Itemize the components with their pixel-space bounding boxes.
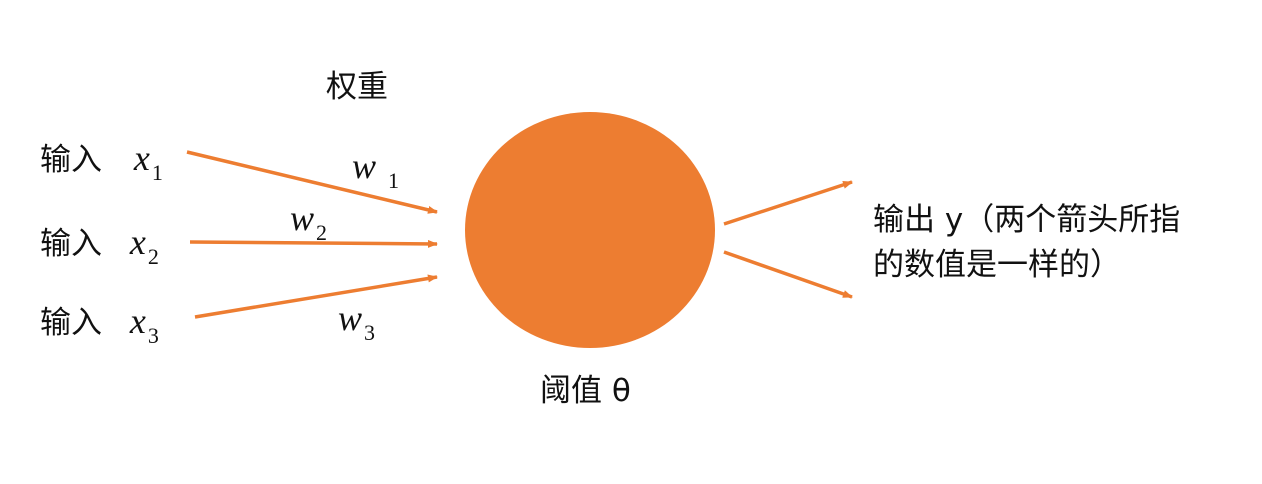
weights-title: 权重 — [326, 69, 388, 105]
input-1-sub: 1 — [151, 160, 163, 185]
neuron-threshold-label: 阈值 θ — [540, 373, 631, 409]
weight-3-var: w — [338, 298, 363, 338]
input-arrow-3 — [194, 274, 438, 319]
input-1: 输入 x1 — [40, 138, 163, 184]
neuron-circle — [465, 112, 715, 348]
weight-3-sub: 3 — [364, 320, 376, 345]
output-arrow-lower — [723, 250, 853, 299]
input-3-sub: 3 — [147, 323, 159, 348]
input-3-var: x — [129, 301, 146, 341]
input-2-label: 输入 — [40, 226, 102, 262]
input-arrow-1 — [186, 150, 438, 214]
input-2: 输入 x2 — [40, 222, 159, 268]
weight-3: w3 — [338, 298, 375, 344]
output-label-line2: 的数值是一样的） — [873, 247, 1121, 283]
output-label-line1: 输出 y（两个箭头所指 — [873, 202, 1181, 238]
input-3-label: 输入 — [40, 305, 102, 341]
input-3: 输入 x3 — [40, 301, 159, 347]
weight-1-var: w — [352, 146, 377, 186]
input-2-var: x — [129, 222, 146, 262]
weight-2-sub: 2 — [316, 220, 328, 245]
weight-2-var: w — [290, 198, 315, 238]
output-arrow-upper — [723, 180, 853, 226]
input-1-var: x — [133, 138, 150, 178]
weight-2: w2 — [290, 198, 327, 244]
input-1-label: 输入 — [40, 142, 102, 178]
input-arrow-2 — [189, 239, 438, 248]
input-2-sub: 2 — [147, 244, 159, 269]
weight-1-sub: 1 — [388, 168, 400, 193]
